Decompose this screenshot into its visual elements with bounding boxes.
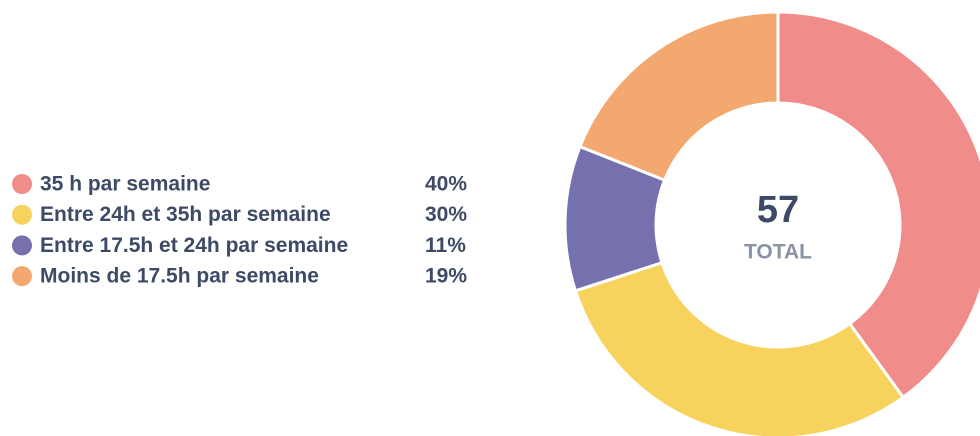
legend-label: 35 h par semaine bbox=[40, 173, 210, 196]
legend-label: Entre 17.5h et 24h par semaine bbox=[40, 234, 348, 257]
legend-swatch bbox=[12, 204, 32, 225]
donut bbox=[563, 10, 980, 436]
legend-swatch bbox=[12, 235, 32, 256]
legend-value: 30% bbox=[425, 203, 467, 226]
legend-label: Moins de 17.5h par semaine bbox=[40, 265, 319, 288]
legend-swatch bbox=[12, 266, 32, 287]
legend-label: Entre 24h et 35h par semaine bbox=[40, 203, 331, 226]
legend-value: 40% bbox=[425, 173, 467, 196]
donut-slice bbox=[573, 260, 906, 436]
legend-value: 19% bbox=[425, 265, 467, 288]
donut-slice bbox=[578, 10, 780, 183]
total-label: TOTAL bbox=[744, 241, 812, 264]
legend-value: 11% bbox=[425, 234, 466, 257]
legend-swatch bbox=[12, 174, 32, 194]
total-value: 57 bbox=[757, 189, 799, 231]
donut-slice bbox=[776, 10, 980, 400]
